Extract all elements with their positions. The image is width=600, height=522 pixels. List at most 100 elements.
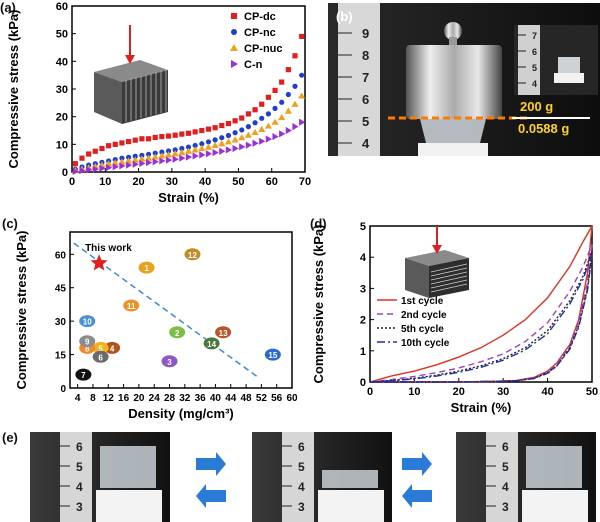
data-point bbox=[179, 154, 186, 162]
chart-a: 0 10 20 30 40 50 60 70 0 10 20 30 40 50 60 Strain (%) Co… bbox=[6, 1, 311, 205]
photo-e: 6 5 4 3 6 5 4 3 6 5 4 3 bbox=[30, 432, 596, 522]
y-tick-label: 30 bbox=[55, 317, 67, 328]
y-tick-label: 0 bbox=[360, 377, 366, 389]
ruler-number: 5 bbox=[76, 460, 83, 474]
data-point bbox=[132, 153, 138, 159]
photo-frame: 6 5 4 3 bbox=[252, 432, 392, 522]
y-tick-label: 4 bbox=[360, 252, 367, 264]
data-point bbox=[232, 144, 239, 153]
data-point bbox=[145, 136, 152, 142]
sample bbox=[526, 446, 582, 488]
ruler-number: 7 bbox=[532, 31, 537, 41]
ruler-number: 5 bbox=[362, 114, 369, 129]
legend-label: 5th cycle bbox=[401, 324, 444, 335]
data-point bbox=[99, 164, 106, 173]
ruler-number: 4 bbox=[76, 480, 83, 494]
arrow-head bbox=[432, 245, 442, 254]
right-arrow bbox=[402, 452, 432, 476]
data-point bbox=[199, 141, 205, 147]
data-point bbox=[205, 150, 213, 158]
data-point bbox=[86, 166, 93, 174]
reference-point-label: 7 bbox=[81, 371, 86, 380]
data-point bbox=[231, 136, 239, 143]
data-point bbox=[165, 148, 172, 154]
ruler-number: 5 bbox=[532, 63, 537, 73]
data-point bbox=[112, 141, 118, 147]
fraction-line bbox=[512, 117, 590, 119]
data-point bbox=[231, 29, 237, 35]
data-point bbox=[244, 131, 253, 138]
plot-frame bbox=[69, 231, 293, 389]
x-tick-label: 40 bbox=[199, 176, 211, 188]
reference-point bbox=[104, 341, 121, 354]
data-point bbox=[219, 135, 225, 141]
reference-point bbox=[79, 335, 96, 348]
data-point bbox=[204, 143, 213, 150]
data-point bbox=[144, 154, 153, 161]
data-point bbox=[86, 151, 92, 157]
data-point bbox=[245, 124, 252, 130]
data-point bbox=[172, 155, 179, 163]
y-axis-label: Compressive stress (kPa) bbox=[311, 225, 326, 384]
ruler-number: 4 bbox=[362, 136, 370, 151]
sample-weight-label: 0.0588 g bbox=[518, 121, 570, 136]
left-arrow bbox=[196, 484, 226, 508]
data-point bbox=[285, 91, 291, 98]
data-point bbox=[299, 118, 306, 126]
x-tick-label: 16 bbox=[118, 393, 130, 404]
this-work-star bbox=[90, 254, 108, 271]
y-tick-label: 60 bbox=[56, 1, 68, 13]
data-point bbox=[299, 33, 305, 40]
data-point bbox=[145, 158, 153, 167]
x-tick-label: 50 bbox=[232, 176, 244, 188]
x-tick-label: 60 bbox=[266, 176, 278, 188]
chart-c: 4 8 12 16 20 24 28 32 36 40 44 48 52 56 60015304560Den… bbox=[14, 231, 298, 421]
y-tick-label: 0 bbox=[60, 384, 66, 395]
reference-point-label: 11 bbox=[127, 302, 136, 311]
sample bbox=[322, 470, 378, 488]
data-point bbox=[199, 151, 206, 159]
data-point bbox=[224, 138, 233, 145]
data-point bbox=[178, 149, 186, 156]
data-point bbox=[99, 145, 105, 152]
arrow-head bbox=[125, 55, 135, 64]
y-tick-label: 40 bbox=[56, 56, 68, 68]
series-load-curve bbox=[369, 250, 593, 383]
x-axis-label: Strain (%) bbox=[451, 400, 512, 415]
x-tick-label: 56 bbox=[271, 393, 283, 404]
x-tick-label: 20 bbox=[453, 386, 465, 398]
ruler-number: 4 bbox=[298, 480, 305, 494]
this-work-label: This work bbox=[85, 243, 132, 254]
data-point bbox=[259, 101, 265, 107]
series-unload-curve bbox=[370, 253, 593, 383]
data-point bbox=[212, 149, 219, 157]
panel-label-b: (b) bbox=[336, 9, 353, 24]
x-tick-label: 50 bbox=[586, 386, 598, 398]
photo-b-illustration: 9 8 7 6 5 4 7 6 5 4 bbox=[328, 3, 600, 156]
data-point bbox=[272, 87, 278, 93]
weight-knob bbox=[444, 22, 462, 40]
data-point bbox=[219, 122, 225, 129]
sample-base bbox=[522, 490, 588, 522]
data-point bbox=[198, 144, 206, 152]
x-tick-label: 10 bbox=[408, 386, 420, 398]
reference-point-label: 4 bbox=[110, 344, 115, 353]
x-tick-label: 4 bbox=[75, 393, 81, 404]
ruler bbox=[60, 432, 92, 522]
sample bbox=[100, 446, 156, 488]
weight-label: 200 g bbox=[520, 99, 554, 114]
data-point bbox=[251, 128, 259, 136]
ruler bbox=[486, 432, 518, 522]
data-point bbox=[72, 161, 78, 167]
left-arrow bbox=[402, 484, 432, 508]
legend-label: C-n bbox=[244, 59, 263, 71]
x-tick-label: 20 bbox=[133, 393, 145, 404]
data-point bbox=[205, 126, 212, 132]
reference-point-label: 13 bbox=[219, 329, 228, 338]
data-point bbox=[152, 134, 158, 141]
data-point bbox=[284, 107, 292, 114]
x-tick-label: 40 bbox=[210, 393, 222, 404]
x-tick-label: 30 bbox=[166, 176, 178, 188]
data-point bbox=[159, 133, 165, 140]
data-point bbox=[139, 159, 146, 168]
